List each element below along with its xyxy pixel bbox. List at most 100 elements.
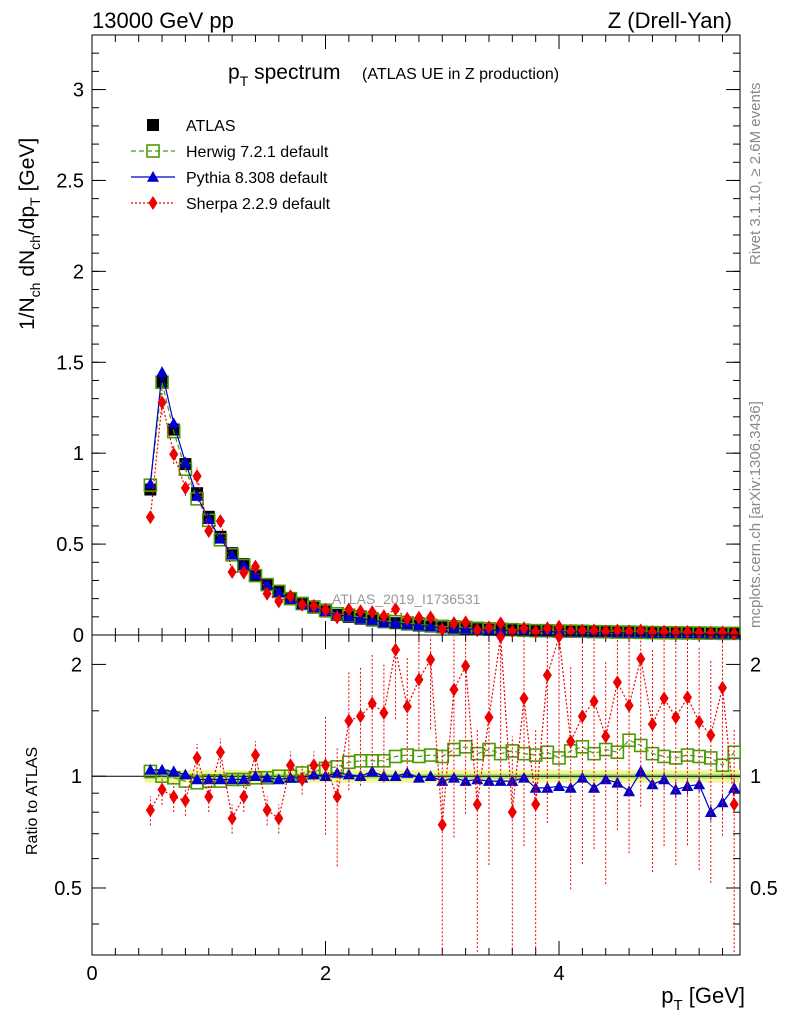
- ratio-marker-pythia-8-308-default: [261, 771, 274, 783]
- data-point-sherpa-2-2-9-default: [694, 625, 704, 640]
- ratio-marker-pythia-8-308-default: [576, 771, 589, 783]
- ratio-marker-pythia-8-308-default: [389, 770, 402, 781]
- ratio-marker-pythia-8-308-default: [202, 773, 215, 785]
- ratio-marker-pythia-8-308-default: [412, 771, 425, 783]
- data-point-sherpa-2-2-9-default: [157, 395, 167, 410]
- ratio-marker-pythia-8-308-default: [144, 763, 157, 775]
- main-panel: 0 0.5 1 1.5 2 2.5 3 0 2 4 pT spectrum (ATLAS UE i…: [16, 34, 741, 985]
- ratio-marker-sherpa-2-2-9-default: [519, 691, 529, 706]
- ratio-panel: 0.5 0.5 1 1 2 2 Ratio to ATLAS: [24, 629, 778, 956]
- data-point-sherpa-2-2-9-default: [262, 586, 272, 601]
- data-point-sherpa-2-2-9-default: [215, 514, 225, 529]
- ratio-marker-sherpa-2-2-9-default: [694, 714, 704, 729]
- ratio-marker-sherpa-2-2-9-default: [472, 797, 482, 812]
- mcplots-label: mcplots.cern.ch [arXiv:1306.3436]: [747, 401, 764, 628]
- data-point-sherpa-2-2-9-default: [274, 594, 284, 609]
- data-point-sherpa-2-2-9-default: [320, 602, 331, 617]
- ratio-marker-pythia-8-308-default: [226, 773, 239, 785]
- legend-marker-sherpa-2-2-9-default: [148, 196, 158, 210]
- ratio-plot-frame: [91, 634, 741, 956]
- chart-title-suffix: (ATLAS UE in Z production): [362, 66, 559, 83]
- data-point-sherpa-2-2-9-default: [402, 611, 412, 626]
- data-point-pythia-8-308-default: [202, 513, 215, 524]
- data-point-pythia-8-308-default: [237, 559, 250, 571]
- main-series: [143, 366, 741, 641]
- data-point-pythia-8-308-default: [261, 578, 274, 590]
- data-point-sherpa-2-2-9-default: [414, 610, 424, 625]
- ratio-marker-herwig-7-2-1-default: [587, 746, 601, 761]
- ratio-marker-pythia-8-308-default: [634, 765, 647, 777]
- data-point-sherpa-2-2-9-default: [379, 609, 389, 624]
- data-point-sherpa-2-2-9-default: [426, 610, 436, 625]
- ratio-marker-sherpa-2-2-9-default: [636, 651, 646, 666]
- data-point-sherpa-2-2-9-default: [496, 616, 506, 631]
- ratio-series-sherpa-2-2-9-default: [145, 629, 739, 954]
- ratio-marker-sherpa-2-2-9-default: [379, 705, 389, 720]
- data-point-sherpa-2-2-9-default: [461, 615, 471, 630]
- ratio-marker-sherpa-2-2-9-default: [612, 675, 622, 690]
- data-point-pythia-8-308-default: [412, 619, 425, 631]
- ratio-marker-sherpa-2-2-9-default: [157, 782, 167, 797]
- ratio-marker-sherpa-2-2-9-default: [706, 728, 716, 743]
- data-point-sherpa-2-2-9-default: [589, 623, 599, 638]
- ratio-marker-sherpa-2-2-9-default: [274, 811, 284, 826]
- ratio-marker-pythia-8-308-default: [681, 780, 694, 791]
- ratio-marker-pythia-8-308-default: [272, 773, 285, 785]
- legend-label-atlas: ATLAS: [186, 118, 236, 135]
- data-point-pythia-8-308-default: [191, 490, 204, 501]
- ratio-marker-sherpa-2-2-9-default: [542, 668, 552, 683]
- ratio-marker-pythia-8-308-default: [179, 768, 192, 780]
- ratio-marker-sherpa-2-2-9-default: [180, 793, 190, 808]
- data-point-sherpa-2-2-9-default: [706, 625, 716, 640]
- ratio-marker-pythia-8-308-default: [494, 775, 507, 786]
- legend-label-sherpa-2-2-9-default: Sherpa 2.2.9 default: [186, 196, 331, 213]
- ratio-marker-pythia-8-308-default: [156, 763, 169, 775]
- data-point-sherpa-2-2-9-default: [227, 565, 237, 579]
- chart-title: pT spectrum: [228, 61, 340, 89]
- x-tick-label: 2: [320, 963, 331, 985]
- data-point-sherpa-2-2-9-default: [636, 623, 646, 638]
- ratio-marker-sherpa-2-2-9-default: [215, 745, 225, 760]
- ratio-marker-sherpa-2-2-9-default: [250, 748, 261, 763]
- x-label-sub: T: [673, 997, 682, 1014]
- ratio-marker-sherpa-2-2-9-default: [507, 805, 517, 820]
- ratio-marker-sherpa-2-2-9-default: [414, 672, 424, 687]
- legend: ATLAS Herwig 7.2.1 default Pythia 8.308 de…: [131, 118, 331, 213]
- ratio-marker-sherpa-2-2-9-default: [309, 758, 319, 773]
- data-point-sherpa-2-2-9-default: [192, 469, 202, 484]
- y-tick-label: 2.5: [56, 170, 84, 192]
- data-point-sherpa-2-2-9-default: [519, 621, 529, 636]
- ratio-marker-pythia-8-308-default: [704, 806, 717, 817]
- ratio-marker-pythia-8-308-default: [237, 773, 250, 785]
- ratio-marker-herwig-7-2-1-default: [610, 745, 625, 760]
- data-point-sherpa-2-2-9-default: [566, 623, 576, 638]
- ratio-marker-herwig-7-2-1-default: [575, 739, 590, 754]
- title-rest: spectrum: [248, 61, 340, 84]
- y-tick-label: 3: [73, 80, 84, 102]
- data-point-sherpa-2-2-9-default: [367, 605, 377, 620]
- data-point-sherpa-2-2-9-default: [449, 616, 459, 631]
- legend-entry-herwig-7-2-1-default: Herwig 7.2.1 default: [131, 144, 329, 161]
- analysis-watermark: ATLAS_2019_I1736531: [332, 591, 481, 607]
- data-point-pythia-8-308-default: [167, 417, 180, 429]
- ratio-marker-pythia-8-308-default: [167, 765, 180, 777]
- legend-entry-atlas: ATLAS: [147, 118, 236, 135]
- ratio-marker-sherpa-2-2-9-default: [145, 803, 155, 818]
- data-point-sherpa-2-2-9-default: [671, 625, 681, 640]
- ratio-marker-sherpa-2-2-9-default: [426, 652, 436, 667]
- data-point-sherpa-2-2-9-default: [204, 524, 214, 538]
- ratio-marker-sherpa-2-2-9-default: [531, 797, 541, 812]
- data-point-sherpa-2-2-9-default: [554, 619, 564, 634]
- ratio-marker-pythia-8-308-default: [307, 768, 320, 780]
- ratio-series: [143, 629, 741, 954]
- ratio-y-tick-label: 1: [71, 766, 82, 788]
- ratio-marker-sherpa-2-2-9-default: [717, 680, 728, 695]
- ratio-marker-pythia-8-308-default: [658, 773, 671, 785]
- ratio-y-tick-label-right: 1: [750, 766, 761, 788]
- legend-marker-herwig-7-2-1-default: [146, 144, 160, 158]
- data-point-sherpa-2-2-9-default: [309, 598, 319, 613]
- ratio-marker-pythia-8-308-default: [191, 773, 204, 785]
- legend-entry-sherpa-2-2-9-default: Sherpa 2.2.9 default: [131, 196, 331, 213]
- legend-entry-pythia-8-308-default: Pythia 8.308 default: [131, 170, 328, 187]
- ratio-marker-sherpa-2-2-9-default: [496, 629, 506, 644]
